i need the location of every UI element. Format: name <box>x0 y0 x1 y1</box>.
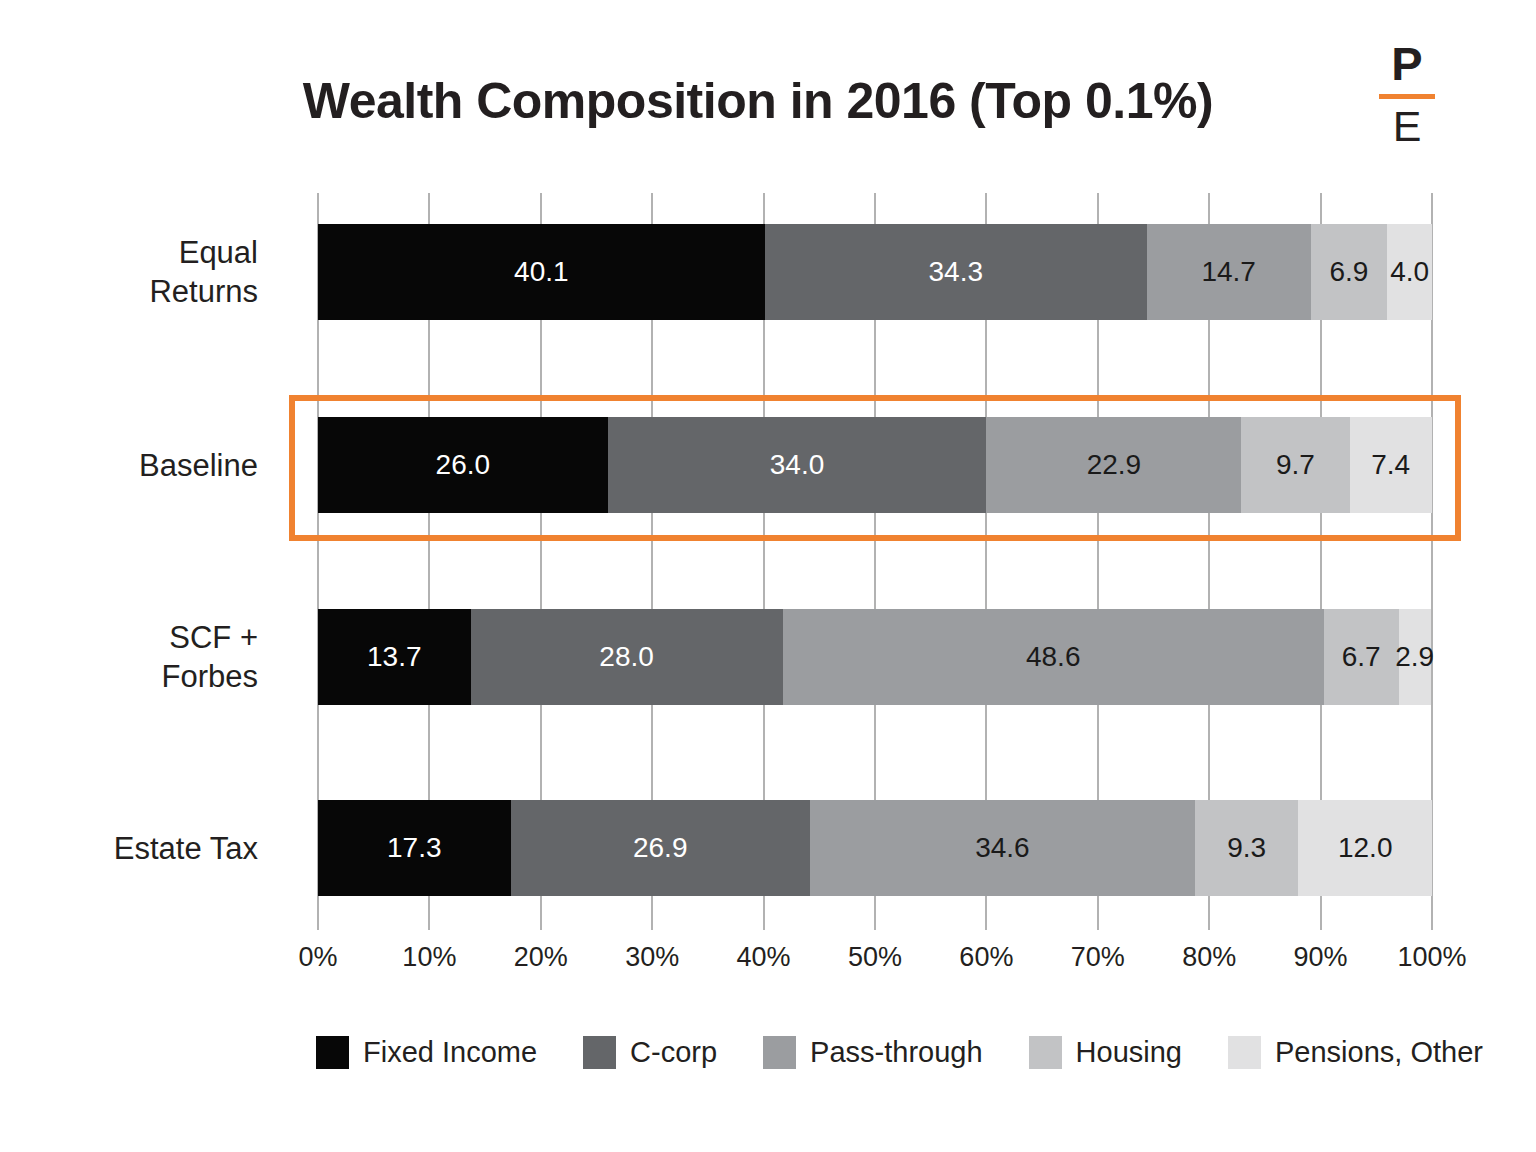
axis-tick-label: 50% <box>848 942 902 973</box>
bar-value-label: 26.0 <box>436 451 491 479</box>
legend-swatch <box>763 1036 796 1069</box>
legend-label: Housing <box>1076 1036 1182 1069</box>
bar-segment: 14.7 <box>1147 224 1311 320</box>
bar-segment: 34.0 <box>608 417 987 513</box>
bar-value-label: 9.3 <box>1227 834 1266 862</box>
bar-value-label: 17.3 <box>387 834 442 862</box>
category-label: EqualReturns <box>0 233 258 311</box>
plot-area: 40.1 34.3 14.7 6.9 4.0 26.0 34.0 22.9 9.7 7.4 13.7… <box>318 193 1432 930</box>
bar-row: 17.3 26.9 34.6 9.3 12.0 <box>318 800 1432 896</box>
bar-row: 13.7 28.0 48.6 6.7 2.9 <box>318 609 1432 705</box>
legend-label: Fixed Income <box>363 1036 537 1069</box>
axis-tick-label: 90% <box>1294 942 1348 973</box>
bar-segment: 17.3 <box>318 800 511 896</box>
bar-value-label: 34.6 <box>975 834 1030 862</box>
bar-value-label: 9.7 <box>1276 451 1315 479</box>
bar-value-label: 34.0 <box>770 451 825 479</box>
bar-segment: 12.0 <box>1298 800 1432 896</box>
bar-value-label: 4.0 <box>1390 258 1429 286</box>
legend-item: Housing <box>1029 1036 1182 1069</box>
bar-value-label: 26.9 <box>633 834 688 862</box>
legend-item: Fixed Income <box>316 1036 537 1069</box>
bar-segment: 34.3 <box>765 224 1147 320</box>
pe-logo-divider <box>1379 94 1435 99</box>
bar-segment: 48.6 <box>783 609 1324 705</box>
bar-segment: 6.7 <box>1324 609 1399 705</box>
axis-tick-label: 70% <box>1071 942 1125 973</box>
bar-value-label: 7.4 <box>1371 451 1410 479</box>
bar-segment: 22.9 <box>986 417 1241 513</box>
bar-segment: 9.3 <box>1195 800 1299 896</box>
bar-value-label: 28.0 <box>599 643 654 671</box>
bar-segment: 2.9 <box>1399 609 1431 705</box>
bar-value-label: 48.6 <box>1026 643 1081 671</box>
bar-segment: 26.9 <box>511 800 810 896</box>
bar-segment: 28.0 <box>471 609 783 705</box>
bar-segment: 40.1 <box>318 224 765 320</box>
bar-segment: 34.6 <box>810 800 1195 896</box>
pe-logo-e: E <box>1393 105 1422 148</box>
bar-value-label: 13.7 <box>367 643 422 671</box>
axis-tick-label: 0% <box>298 942 337 973</box>
bar-segment: 4.0 <box>1387 224 1432 320</box>
bar-segment: 9.7 <box>1241 417 1349 513</box>
bar-value-label: 6.7 <box>1342 643 1381 671</box>
legend-swatch <box>316 1036 349 1069</box>
legend-swatch <box>1029 1036 1062 1069</box>
bar-value-label: 12.0 <box>1338 834 1393 862</box>
bar-segment: 7.4 <box>1350 417 1432 513</box>
axis-tick-label: 20% <box>514 942 568 973</box>
axis-tick-label: 80% <box>1182 942 1236 973</box>
slide: Wealth Composition in 2016 (Top 0.1%) P … <box>0 0 1536 1152</box>
legend-item: Pass-through <box>763 1036 983 1069</box>
legend-label: C-corp <box>630 1036 717 1069</box>
category-label: Estate Tax <box>0 829 258 868</box>
bar-value-label: 14.7 <box>1201 258 1256 286</box>
bar-segment: 13.7 <box>318 609 471 705</box>
bar-value-label: 40.1 <box>514 258 569 286</box>
legend-label: Pass-through <box>810 1036 983 1069</box>
pe-logo-p: P <box>1391 40 1422 87</box>
legend-label: Pensions, Other <box>1275 1036 1483 1069</box>
bar-row: 40.1 34.3 14.7 6.9 4.0 <box>318 224 1432 320</box>
pe-logo: P E <box>1378 40 1436 148</box>
axis-tick-label: 30% <box>625 942 679 973</box>
legend-swatch <box>583 1036 616 1069</box>
axis-tick-label: 40% <box>737 942 791 973</box>
chart-title: Wealth Composition in 2016 (Top 0.1%) <box>0 72 1516 130</box>
axis-tick-label: 10% <box>402 942 456 973</box>
axis-tick-label: 60% <box>959 942 1013 973</box>
bar-value-label: 6.9 <box>1330 258 1369 286</box>
category-label: Baseline <box>0 446 258 485</box>
category-label: SCF +Forbes <box>0 618 258 696</box>
bar-value-label: 2.9 <box>1395 643 1434 671</box>
legend-item: Pensions, Other <box>1228 1036 1483 1069</box>
bar-segment: 26.0 <box>318 417 608 513</box>
bar-value-label: 34.3 <box>929 258 984 286</box>
legend-swatch <box>1228 1036 1261 1069</box>
legend-item: C-corp <box>583 1036 717 1069</box>
bar-row: 26.0 34.0 22.9 9.7 7.4 <box>318 417 1432 513</box>
legend: Fixed Income C-corp Pass-through Housing Pen… <box>316 1036 1483 1069</box>
axis-tick-label: 100% <box>1397 942 1466 973</box>
bar-segment: 6.9 <box>1311 224 1388 320</box>
bar-value-label: 22.9 <box>1087 451 1142 479</box>
